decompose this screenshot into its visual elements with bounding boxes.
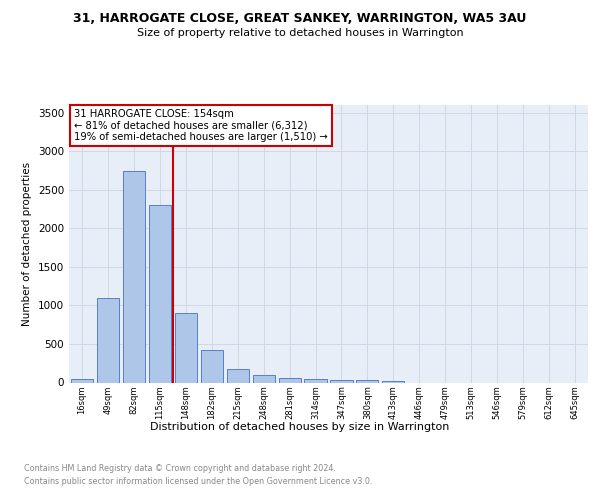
Bar	[123, 170, 145, 382]
Bar	[71, 378, 93, 382]
Y-axis label: Number of detached properties: Number of detached properties	[22, 162, 32, 326]
Bar	[227, 369, 249, 382]
Bar	[278, 378, 301, 382]
Text: Contains public sector information licensed under the Open Government Licence v3: Contains public sector information licen…	[24, 478, 373, 486]
Bar	[304, 379, 326, 382]
Bar	[97, 298, 119, 382]
Text: 31, HARROGATE CLOSE, GREAT SANKEY, WARRINGTON, WA5 3AU: 31, HARROGATE CLOSE, GREAT SANKEY, WARRI…	[73, 12, 527, 26]
Text: 31 HARROGATE CLOSE: 154sqm
← 81% of detached houses are smaller (6,312)
19% of s: 31 HARROGATE CLOSE: 154sqm ← 81% of deta…	[74, 109, 328, 142]
Bar	[331, 380, 353, 382]
Text: Distribution of detached houses by size in Warrington: Distribution of detached houses by size …	[151, 422, 449, 432]
Bar	[149, 205, 171, 382]
Bar	[382, 380, 404, 382]
Bar	[175, 313, 197, 382]
Bar	[356, 380, 379, 382]
Text: Size of property relative to detached houses in Warrington: Size of property relative to detached ho…	[137, 28, 463, 38]
Text: Contains HM Land Registry data © Crown copyright and database right 2024.: Contains HM Land Registry data © Crown c…	[24, 464, 336, 473]
Bar	[253, 375, 275, 382]
Bar	[200, 350, 223, 382]
